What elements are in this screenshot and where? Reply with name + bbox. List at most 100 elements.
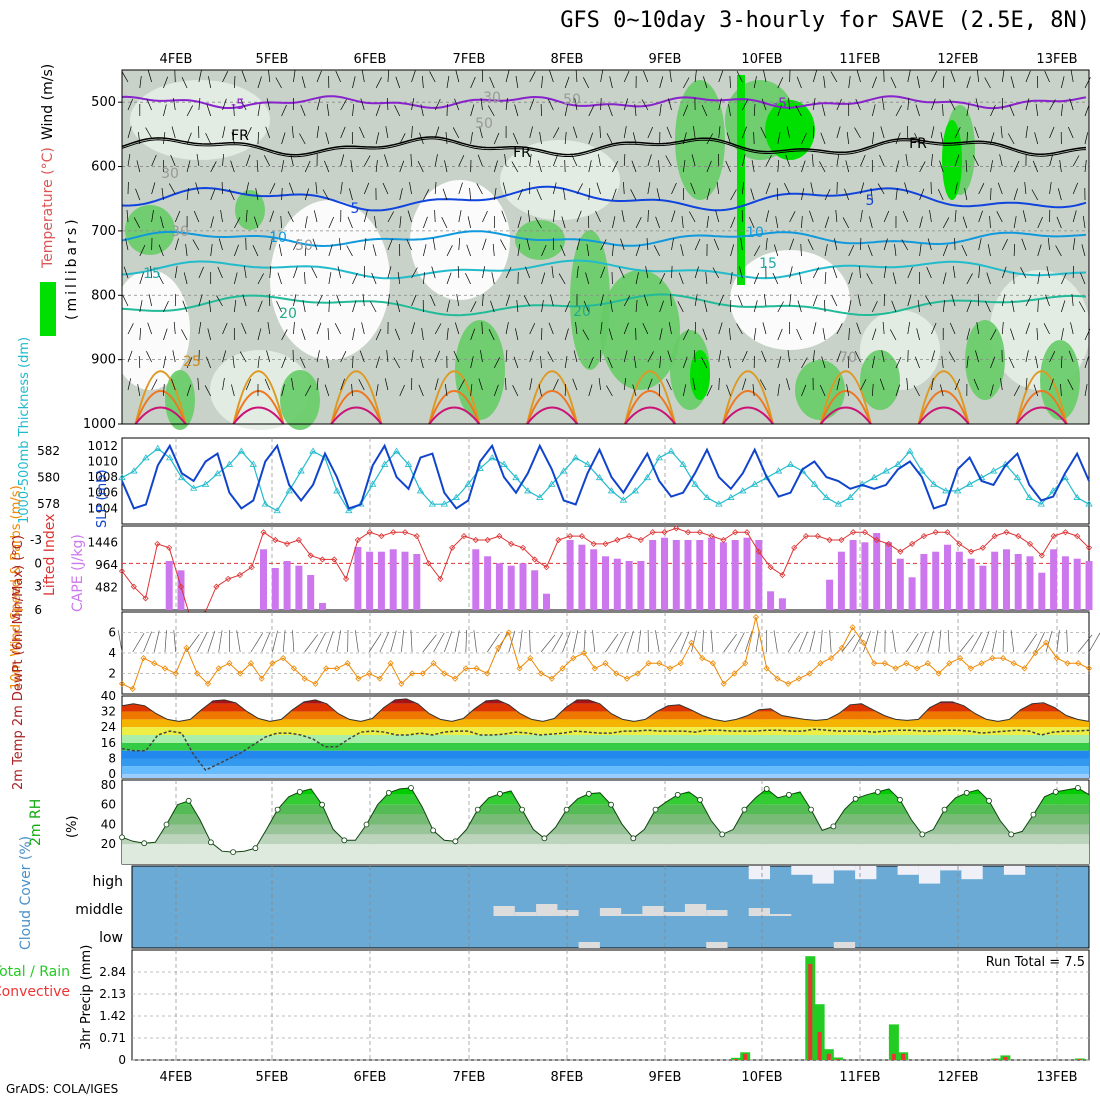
- slp-tick-label: 1012: [87, 439, 118, 453]
- wind-barb: [599, 125, 601, 139]
- li-point: [319, 556, 326, 563]
- surface-wind-barb: [1010, 630, 1015, 653]
- date-label-bottom: 4FEB: [160, 1070, 193, 1085]
- wind-barb: [502, 182, 507, 195]
- surface-temp-contour: [1015, 390, 1068, 425]
- wind-barb: [836, 154, 840, 167]
- wind-barb: [553, 378, 559, 391]
- li-tick-label: 0: [34, 556, 42, 570]
- wind-barb: [632, 384, 637, 397]
- li-point: [425, 560, 432, 567]
- wind-speed-point: [462, 665, 469, 672]
- wind-barb: [575, 69, 578, 83]
- wind-barb: [322, 189, 330, 201]
- wind-barb: [1055, 245, 1062, 257]
- thickness-point: [166, 454, 174, 461]
- wind-barb: [387, 211, 395, 223]
- li-point: [920, 533, 927, 540]
- cape-bar: [1038, 572, 1046, 610]
- wind-barb: [268, 70, 271, 83]
- cape-bar: [778, 598, 786, 610]
- wind-barb: [848, 300, 852, 313]
- rh-shading: [270, 200, 390, 360]
- wind-barb: [990, 356, 996, 369]
- wind-barb: [1046, 266, 1050, 279]
- wind-barb: [913, 385, 920, 397]
- wind-barb: [742, 378, 747, 391]
- slp-tick-label: 1004: [87, 501, 118, 515]
- wind-barb: [715, 210, 720, 223]
- wind-speed-point: [957, 655, 964, 662]
- surface-temp-contour: [917, 406, 970, 425]
- wind-barb: [174, 238, 179, 251]
- contour-label: -5: [231, 97, 245, 113]
- wind-barb: [1061, 76, 1065, 89]
- surface-wind-barb: [261, 631, 271, 653]
- wind-barb: [352, 76, 356, 89]
- precip-conv-bar: [817, 1032, 822, 1060]
- wind-barb: [978, 183, 985, 195]
- wind-barb: [582, 77, 590, 89]
- wind-barb: [600, 294, 604, 307]
- li-point: [1062, 529, 1069, 536]
- wind-barb: [469, 187, 471, 201]
- wind-barb: [139, 300, 143, 313]
- wind-barb: [382, 182, 389, 195]
- thickness-point: [440, 500, 449, 507]
- wind-barb: [257, 300, 263, 313]
- wind-barb: [352, 328, 355, 341]
- wind-barb: [151, 154, 157, 167]
- wind-barb: [812, 98, 816, 111]
- wind-barb: [895, 188, 898, 201]
- wind-barb: [478, 378, 483, 391]
- thickness-point: [715, 500, 723, 507]
- wind-barb: [512, 132, 519, 145]
- surface-temp-contour: [624, 370, 676, 425]
- wind-barb: [799, 272, 802, 285]
- wind-barb: [952, 266, 956, 279]
- wind-speed-point: [323, 665, 330, 672]
- surface-temp-contour: [134, 406, 187, 425]
- wind-barb: [916, 76, 920, 89]
- li-point: [873, 536, 880, 544]
- wind-barb: [939, 384, 944, 397]
- wind-speed-point: [409, 670, 416, 677]
- li-point: [390, 529, 397, 536]
- wind-barb: [151, 210, 154, 223]
- wind-barb: [470, 356, 474, 369]
- li-point: [449, 544, 456, 551]
- li-point: [484, 536, 491, 544]
- surface-temp-contour: [722, 406, 774, 425]
- cape-bar: [837, 551, 845, 610]
- wind-barb: [966, 300, 972, 313]
- wind-barb: [346, 245, 353, 257]
- surface-wind-barb: [164, 630, 167, 653]
- thickness-point: [237, 447, 246, 454]
- wind-barb: [564, 356, 568, 369]
- wind-barb: [751, 160, 755, 173]
- wind-barb: [821, 104, 826, 117]
- wind-barb: [931, 350, 936, 363]
- wind-barb: [487, 105, 495, 117]
- wind-barb: [266, 98, 271, 111]
- wind-barb: [173, 98, 176, 111]
- wind-barb: [666, 126, 672, 139]
- wind-speed-point: [903, 660, 910, 667]
- surface-wind-barb: [1034, 631, 1045, 653]
- surface-wind-barb: [354, 630, 359, 653]
- surface-wind-barb: [282, 630, 286, 653]
- contour-label: FR: [231, 128, 249, 144]
- rh-point: [652, 806, 659, 813]
- wind-barb: [871, 132, 875, 145]
- li-point: [118, 568, 126, 575]
- wind-barb: [919, 188, 925, 201]
- wind-barb: [493, 188, 497, 201]
- wind-barb: [369, 301, 377, 313]
- wind-barb: [890, 76, 897, 89]
- surface-wind-barb: [207, 630, 216, 653]
- wind-barb: [434, 154, 438, 167]
- wind-barb: [444, 384, 448, 397]
- wind-barb: [775, 216, 779, 229]
- wind-barb: [712, 267, 720, 279]
